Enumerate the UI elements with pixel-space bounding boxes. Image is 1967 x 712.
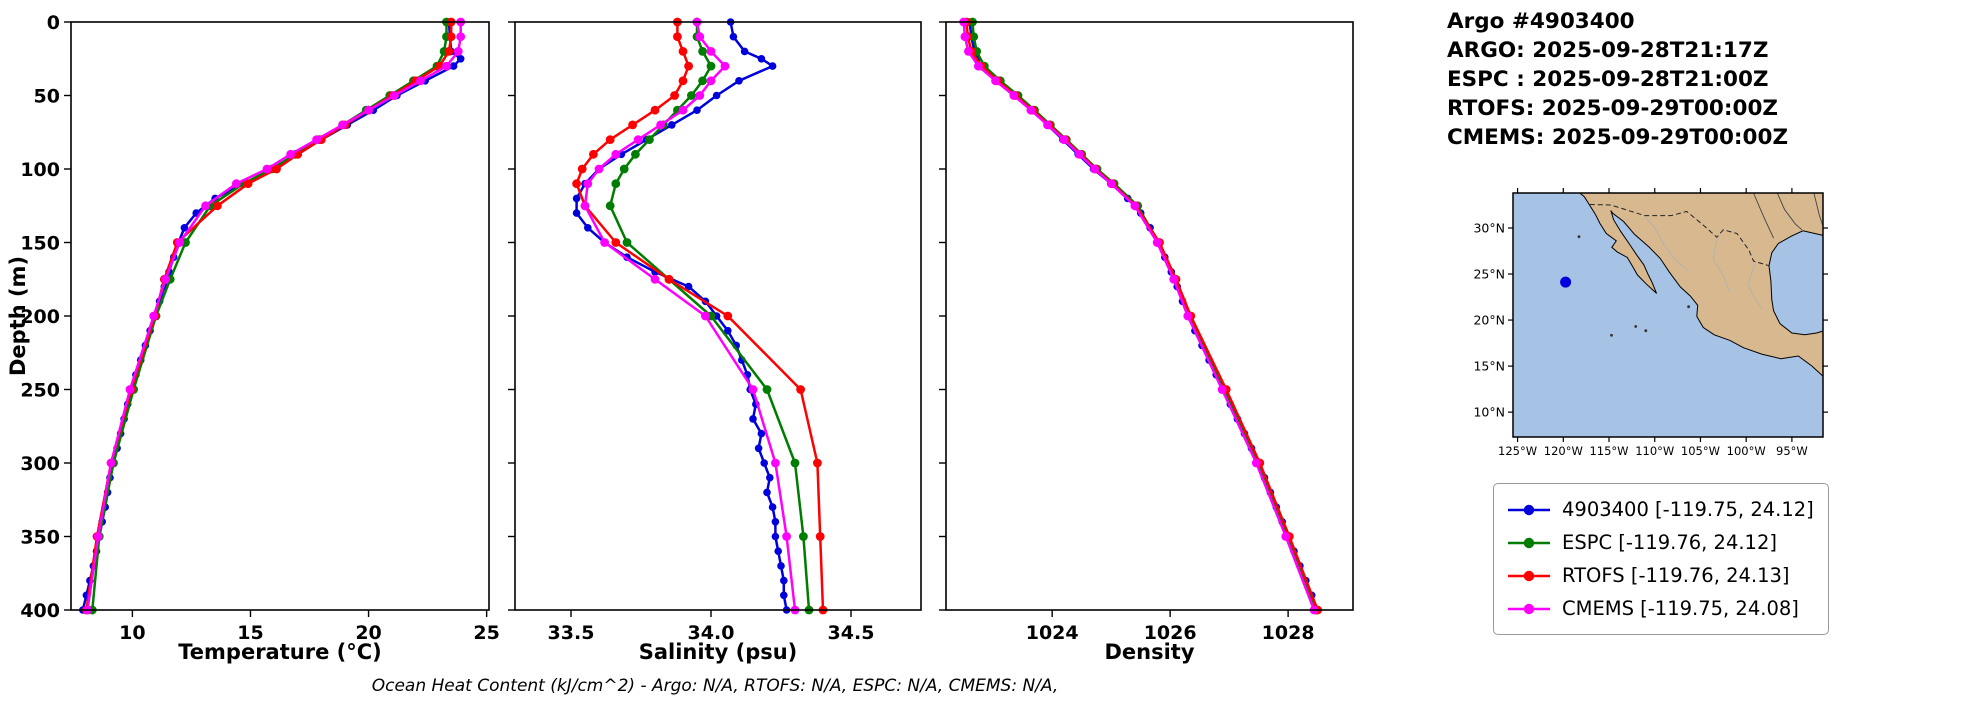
svg-text:105°W: 105°W xyxy=(1681,444,1720,458)
map-island xyxy=(1577,235,1581,239)
svg-text:10: 10 xyxy=(119,622,145,644)
svg-text:20°N: 20°N xyxy=(1473,313,1505,328)
svg-text:30°N: 30°N xyxy=(1473,220,1505,235)
svg-text:15°N: 15°N xyxy=(1473,359,1505,374)
temperature-line-CMEMS xyxy=(86,22,462,611)
map-island xyxy=(1687,305,1690,309)
svg-text:115°W: 115°W xyxy=(1589,444,1628,458)
density-panel: 1024 1026 1028 xyxy=(939,17,1354,644)
map-land-mexico xyxy=(1578,192,1824,378)
map-state-border xyxy=(1747,262,1763,310)
argo-timestamp: ARGO: 2025-09-28T21:17Z xyxy=(1447,38,1769,63)
salinity-axis-label: Salinity (psu) xyxy=(638,640,798,664)
svg-text:150: 150 xyxy=(20,233,60,255)
svg-text:350: 350 xyxy=(20,527,60,549)
svg-text:15: 15 xyxy=(237,622,263,644)
svg-text:34.5: 34.5 xyxy=(828,622,875,644)
svg-text:110°W: 110°W xyxy=(1635,444,1674,458)
rtofs-timestamp: RTOFS: 2025-09-29T00:00Z xyxy=(1447,96,1779,121)
svg-text:250: 250 xyxy=(20,380,60,402)
map-river xyxy=(1776,192,1803,231)
depth-axis-label: Depth (m) xyxy=(6,255,30,377)
map-frame xyxy=(1512,192,1824,438)
figure-header: Argo #4903400 ARGO: 2025-09-28T21:17Z ES… xyxy=(1447,7,1788,152)
salinity-markers-CMEMS xyxy=(580,17,800,615)
svg-text:50: 50 xyxy=(34,86,60,108)
svg-text:100: 100 xyxy=(20,159,60,181)
svg-text:25: 25 xyxy=(473,622,499,644)
map-state-border xyxy=(1712,237,1731,293)
map-island xyxy=(1644,329,1648,333)
svg-text:34.0: 34.0 xyxy=(688,622,735,644)
cmems-timestamp: CMEMS: 2025-09-29T00:00Z xyxy=(1447,125,1789,150)
legend-marker-cmems xyxy=(1508,603,1550,614)
map-us-mexico-border xyxy=(1589,204,1770,267)
legend-marker-espc xyxy=(1508,537,1550,548)
svg-text:0: 0 xyxy=(47,12,60,34)
density-markers-CMEMS xyxy=(959,17,1319,615)
legend-item-4903400: 4903400 [-119.75, 24.12] xyxy=(1506,493,1814,526)
float-position-marker xyxy=(1560,276,1572,288)
legend-label-cmems: CMEMS [-119.75, 24.08] xyxy=(1562,597,1799,620)
svg-text:125°W: 125°W xyxy=(1498,444,1537,458)
legend-label-espc: ESPC [-119.76, 24.12] xyxy=(1562,531,1777,554)
map-river xyxy=(1753,192,1775,239)
legend-item-rtofs: RTOFS [-119.76, 24.13] xyxy=(1506,559,1814,592)
legend-box: 4903400 [-119.75, 24.12] ESPC [-119.76, … xyxy=(1493,483,1829,635)
legend-item-espc: ESPC [-119.76, 24.12] xyxy=(1506,526,1814,559)
location-map: 10°N 15°N 20°N 25°N 30°N 125°W 120°W 115°W 110°W… xyxy=(1473,188,1828,458)
salinity-panel: 33.5 34.0 34.5 xyxy=(508,17,922,644)
ocean-heat-content-note: Ocean Heat Content (kJ/cm^2) - Argo: N/A… xyxy=(371,676,1059,696)
svg-text:95°W: 95°W xyxy=(1776,444,1808,458)
svg-text:100°W: 100°W xyxy=(1727,444,1766,458)
svg-text:120°W: 120°W xyxy=(1544,444,1583,458)
svg-text:300: 300 xyxy=(20,453,60,475)
legend-marker-4903400 xyxy=(1508,504,1550,515)
map-river xyxy=(1813,192,1824,227)
svg-text:1026: 1026 xyxy=(1144,622,1197,644)
legend-label-rtofs: RTOFS [-119.76, 24.13] xyxy=(1562,564,1790,587)
svg-text:10°N: 10°N xyxy=(1473,405,1505,420)
svg-text:200: 200 xyxy=(20,306,60,328)
svg-text:1028: 1028 xyxy=(1262,622,1315,644)
espc-timestamp: ESPC : 2025-09-28T21:00Z xyxy=(1447,67,1769,92)
map-island xyxy=(1610,333,1613,337)
density-axis-label: Density xyxy=(1104,640,1195,664)
legend-label-4903400: 4903400 [-119.75, 24.12] xyxy=(1562,498,1814,521)
legend-item-cmems: CMEMS [-119.75, 24.08] xyxy=(1506,592,1814,625)
svg-text:400: 400 xyxy=(20,600,60,622)
svg-text:20: 20 xyxy=(355,622,381,644)
svg-text:1024: 1024 xyxy=(1026,622,1079,644)
salinity-markers-RTOFS xyxy=(572,17,828,615)
temperature-axis-label: Temperature (°C) xyxy=(178,640,382,664)
map-state-border xyxy=(1644,215,1689,272)
legend-marker-rtofs xyxy=(1508,570,1550,581)
temperature-line-ESPC xyxy=(91,22,448,611)
svg-text:25°N: 25°N xyxy=(1473,267,1505,282)
svg-text:33.5: 33.5 xyxy=(548,622,595,644)
float-title: Argo #4903400 xyxy=(1447,9,1635,34)
map-island xyxy=(1634,325,1638,328)
